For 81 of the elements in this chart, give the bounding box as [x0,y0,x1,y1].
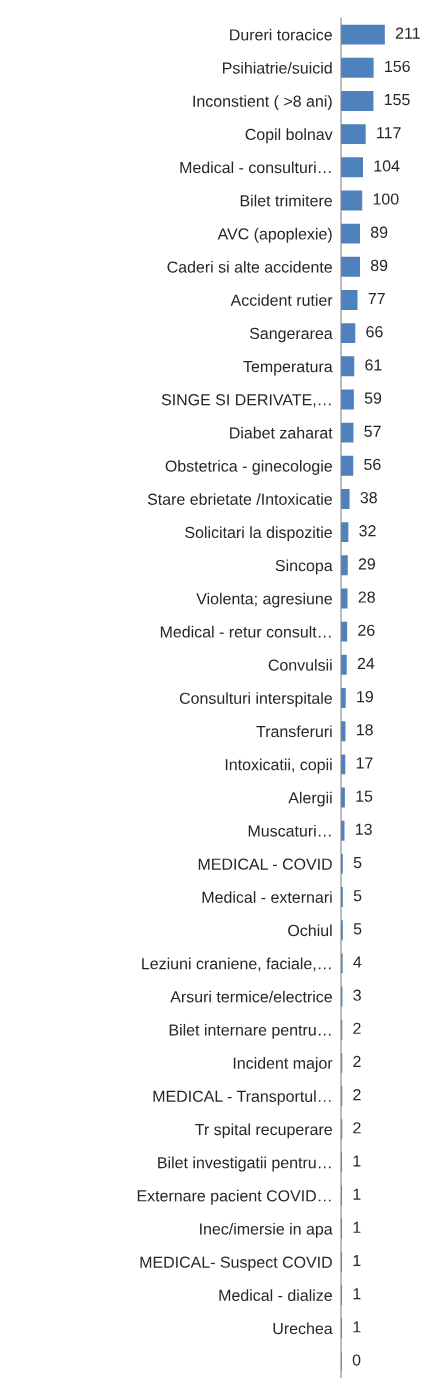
y-tick-label: Dureri toracice [230,28,332,41]
y-tick-label: Violenta; agresiune [196,592,332,608]
data-label: 15 [356,790,373,802]
data-label: 5 [353,890,362,902]
y-tick-label: Arsuri termice/electrice [170,990,332,1003]
data-label: 1 [353,1221,361,1233]
data-label: 17 [356,757,373,769]
data-label: 57 [364,425,381,437]
y-tick-label: Medical - externari [202,891,332,903]
y-tick-label: Psihiatrie/suicid [223,61,332,74]
data-label: 117 [377,127,401,139]
data-label: 1 [353,1255,361,1267]
y-tick-label: Temperatura [243,361,333,376]
y-tick-label: Externare pacient COVID… [137,1189,331,1205]
data-label: 1 [353,1288,361,1300]
data-label: 28 [358,591,375,603]
y-tick-label: Inec/imersie in apa [200,1222,333,1238]
data-label: 5 [353,923,362,935]
y-tick-label: Bilet internare pentru… [169,1023,331,1039]
y-tick-label: Convulsii [268,659,332,671]
y-tick-label: Urechea [273,1322,333,1335]
y-tick-label: Accident rutier [230,294,333,306]
data-label: 156 [385,60,410,73]
y-tick-label: Transferuri [256,725,332,738]
data-label: 38 [360,491,377,504]
y-tick-label: Sincopa [275,559,333,575]
data-label: 1 [353,1155,361,1167]
y-tick-label: Ochiul [288,924,332,937]
data-label: 89 [370,226,388,238]
y-tick-label: Bilet trimitere [240,194,332,207]
y-tick-label: MEDICAL - Transportul… [153,1090,331,1106]
data-label: 18 [357,724,373,736]
y-tick-label: Leziuni craniene, faciale,… [142,957,331,972]
data-label: 29 [358,558,376,570]
y-tick-label: MEDICAL- Suspect COVID [140,1256,332,1271]
y-tick-label: Caderi si alte accidente [167,260,332,273]
y-tick-label: Sangerarea [249,327,333,343]
data-label: 155 [384,94,410,106]
y-tick-label: Diabet zaharat [230,426,333,439]
y-tick-label: Intoxicatii, copii [225,758,332,774]
data-label: 5 [353,857,362,869]
data-label: 211 [395,27,420,39]
y-tick-label: Alergii [288,791,332,807]
data-label: 104 [374,160,400,172]
y-tick-label: Medical - consulturi… [180,161,331,174]
y-tick-label: MEDICAL - COVID [198,858,332,870]
data-label: 24 [357,657,375,669]
data-label: 2 [353,1055,361,1068]
data-label: 4 [353,956,362,968]
y-tick-label: Stare ebrietate /Intoxicatie [147,493,332,505]
data-label: 1 [353,1321,361,1333]
data-label: 89 [370,259,388,272]
y-tick-label: Medical - dialize [219,1289,332,1302]
y-tick-label: Bilet investigatii pentru… [158,1156,331,1172]
data-label: 61 [365,359,382,371]
y-tick-label: Copil bolnav [245,128,333,144]
y-tick-label: Solicitari la dispozitie [185,526,332,542]
data-label: 2 [353,1022,361,1034]
data-label: 2 [353,1122,361,1134]
data-label: 0 [352,1354,361,1366]
y-tick-label: Incident major [233,1057,333,1072]
data-label: 13 [355,823,372,835]
y-tick-label: Medical - retur consult… [160,625,331,638]
data-label: 1 [353,1188,361,1200]
y-tick-label: Inconstient ( >8 ani) [193,95,332,111]
data-label: 77 [368,293,385,305]
data-label: 2 [353,1089,361,1101]
y-tick-label: SINGE SI DERIVATE,… [161,394,331,408]
data-label: 19 [357,690,373,703]
y-tick-label: Obstetrica - ginecologie [165,460,332,475]
y-tick-label: AVC (apoplexie) [217,227,332,243]
data-label: 3 [353,989,361,1001]
data-label: 100 [373,193,399,205]
data-label: 66 [366,326,383,338]
data-label: 59 [364,392,382,404]
data-label: 26 [358,624,375,636]
data-label: 32 [359,525,376,537]
y-tick-label: Consulturi interspitale [179,692,332,708]
y-tick-label: Tr spital recuperare [195,1123,332,1139]
data-label: 56 [364,458,381,471]
y-tick-label: Muscaturi… [248,824,331,837]
